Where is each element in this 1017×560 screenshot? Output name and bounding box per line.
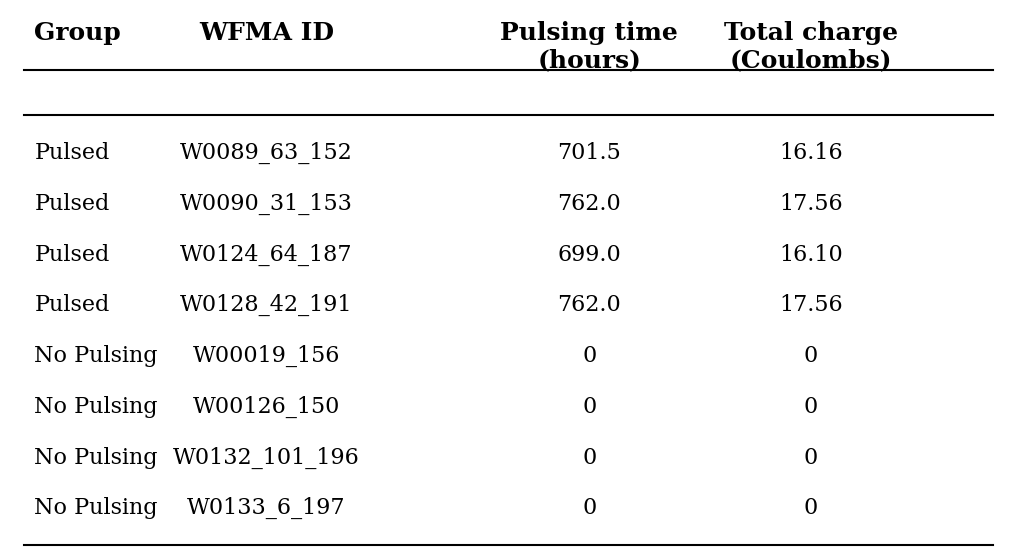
Text: W0090_31_153: W0090_31_153: [180, 193, 353, 215]
Text: 16.10: 16.10: [779, 244, 843, 265]
Text: No Pulsing: No Pulsing: [35, 396, 158, 418]
Text: 0: 0: [804, 396, 819, 418]
Text: W0089_63_152: W0089_63_152: [180, 142, 353, 164]
Text: No Pulsing: No Pulsing: [35, 447, 158, 469]
Text: Pulsed: Pulsed: [35, 244, 110, 265]
Text: 0: 0: [804, 447, 819, 469]
Text: W0128_42_191: W0128_42_191: [180, 295, 353, 316]
Text: 762.0: 762.0: [557, 193, 621, 215]
Text: 762.0: 762.0: [557, 295, 621, 316]
Text: 0: 0: [804, 497, 819, 519]
Text: 17.56: 17.56: [779, 193, 843, 215]
Text: W00126_150: W00126_150: [193, 396, 340, 418]
Text: 0: 0: [582, 447, 596, 469]
Text: WFMA ID: WFMA ID: [199, 21, 334, 45]
Text: Pulsed: Pulsed: [35, 295, 110, 316]
Text: Pulsed: Pulsed: [35, 142, 110, 164]
Text: 701.5: 701.5: [557, 142, 621, 164]
Text: 699.0: 699.0: [557, 244, 621, 265]
Text: Pulsing time
(hours): Pulsing time (hours): [500, 21, 678, 72]
Text: 0: 0: [582, 396, 596, 418]
Text: No Pulsing: No Pulsing: [35, 497, 158, 519]
Text: W0132_101_196: W0132_101_196: [173, 447, 360, 469]
Text: 17.56: 17.56: [779, 295, 843, 316]
Text: Pulsed: Pulsed: [35, 193, 110, 215]
Text: 0: 0: [804, 345, 819, 367]
Text: 0: 0: [582, 497, 596, 519]
Text: Total charge
(Coulombs): Total charge (Coulombs): [724, 21, 898, 72]
Text: No Pulsing: No Pulsing: [35, 345, 158, 367]
Text: Group: Group: [35, 21, 121, 45]
Text: 0: 0: [582, 345, 596, 367]
Text: W0133_6_197: W0133_6_197: [187, 497, 346, 520]
Text: 16.16: 16.16: [779, 142, 843, 164]
Text: W0124_64_187: W0124_64_187: [180, 244, 353, 266]
Text: W00019_156: W00019_156: [193, 345, 340, 367]
